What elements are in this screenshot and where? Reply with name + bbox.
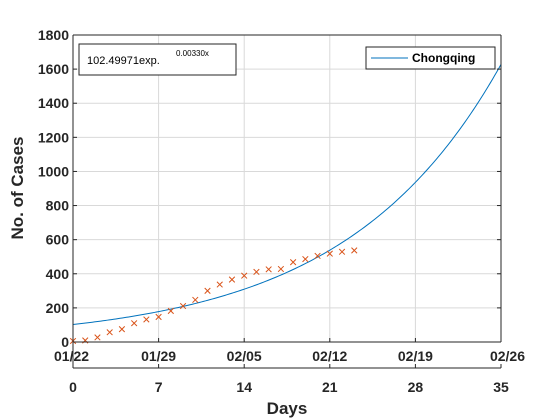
legend-label-chongqing: Chongqing — [412, 51, 475, 65]
x-axis-title: Days — [267, 399, 308, 418]
data-point — [118, 326, 126, 333]
date-tick-label: 02/26 — [490, 348, 525, 364]
date-tick-label: 01/22 — [54, 348, 89, 364]
data-point — [314, 252, 321, 260]
data-point — [277, 265, 285, 273]
y-tick-label: 0 — [61, 334, 69, 350]
fit-equation-base: 102.49971exp. — [87, 55, 160, 67]
data-point — [265, 266, 272, 273]
y-tick-label: 1000 — [38, 163, 69, 179]
y-tick-label: 1600 — [38, 61, 69, 77]
date-tick-label: 02/05 — [227, 348, 262, 364]
y-tick-label: 1200 — [38, 129, 69, 145]
data-point — [302, 255, 309, 263]
data-point — [216, 281, 223, 288]
fit-equation-box: 102.49971exp. 0.00330x — [78, 43, 237, 76]
date-tick-label: 02/12 — [312, 348, 347, 364]
y-tick-label: 1400 — [38, 95, 69, 111]
y-tick-label: 400 — [46, 266, 70, 282]
data-point — [94, 334, 101, 341]
data-point — [130, 320, 138, 327]
x-tick-label: 28 — [408, 379, 424, 395]
data-point — [253, 268, 260, 276]
axes — [72, 34, 502, 369]
data-point — [338, 248, 346, 255]
y-tick-label: 1800 — [38, 27, 69, 43]
data-point — [289, 259, 297, 266]
fit-equation-exponent: 0.00330x — [176, 49, 209, 58]
data-point — [204, 287, 211, 294]
x-tick-label: 14 — [236, 379, 252, 395]
fit-curve-chongqing — [72, 64, 502, 326]
data-point — [326, 250, 333, 257]
plot-area — [73, 35, 501, 342]
x-tick-label: 7 — [155, 379, 163, 395]
data-point — [192, 296, 199, 304]
x-tick-label: 35 — [493, 379, 509, 395]
y-tick-label: 200 — [46, 300, 70, 316]
y-tick-label: 800 — [46, 198, 70, 214]
data-point — [167, 307, 174, 315]
data-point — [106, 329, 113, 336]
y-axis-title: No. of Cases — [8, 137, 27, 240]
date-tick-label: 02/19 — [398, 348, 433, 364]
date-tick-label: 01/29 — [141, 348, 176, 364]
x-tick-label: 21 — [322, 379, 338, 395]
legend: Chongqing — [365, 46, 496, 70]
data-point — [179, 302, 187, 310]
x-tick-label: 0 — [69, 379, 77, 395]
data-point — [143, 316, 150, 323]
data-point — [228, 276, 236, 283]
data-point — [351, 247, 358, 254]
fit-series — [72, 64, 502, 326]
data-point — [241, 272, 248, 279]
y-tick-label: 600 — [46, 232, 70, 248]
data-point — [155, 313, 162, 321]
